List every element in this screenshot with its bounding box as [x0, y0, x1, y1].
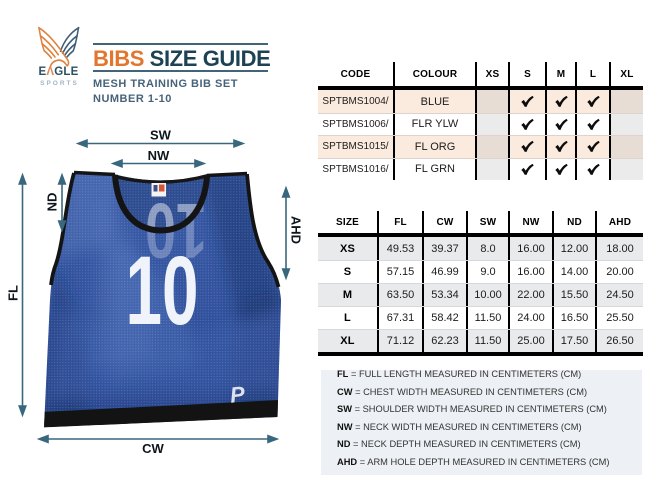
svg-text:AHD: AHD — [289, 216, 304, 244]
svg-text:SW: SW — [150, 128, 172, 143]
svg-text:FL: FL — [6, 285, 21, 301]
svg-text:NW: NW — [148, 148, 170, 163]
svg-text:10: 10 — [126, 236, 199, 345]
svg-text:P: P — [229, 381, 247, 407]
svg-text:CW: CW — [142, 441, 164, 456]
svg-text:ND: ND — [45, 193, 60, 212]
